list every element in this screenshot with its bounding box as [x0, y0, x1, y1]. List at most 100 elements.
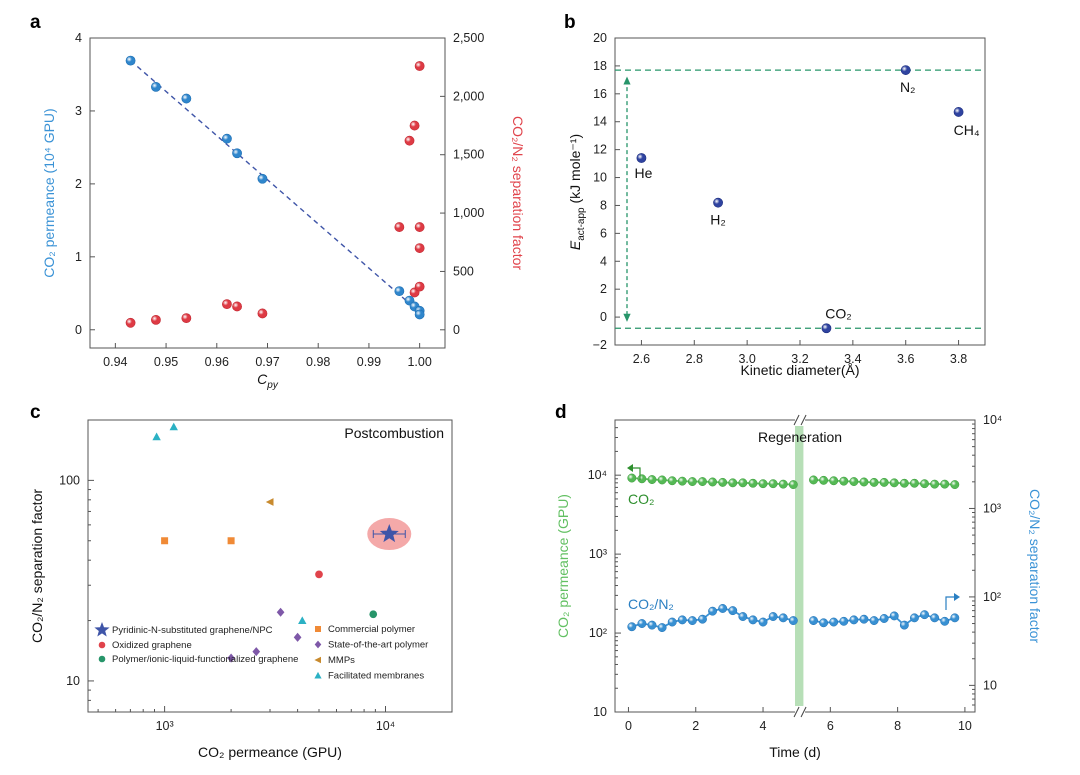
x-axis-label-main: C	[257, 371, 268, 387]
co2-permeance-point	[687, 477, 697, 487]
separation-factor-point	[869, 616, 879, 626]
separation-factor-point	[677, 615, 687, 625]
x-axis-label: Kinetic diameter(Å)	[740, 362, 859, 378]
y-right-tick-label: 1,500	[453, 148, 484, 162]
x-axis-label: Time (d)	[769, 744, 821, 760]
y-left-tick-label: 10²	[589, 626, 607, 640]
y-axis-label-sub: act-app	[576, 207, 587, 241]
y-right-tick-label: 10	[983, 678, 997, 692]
y-left-tick-label: 3	[75, 104, 82, 118]
left-axis-arrow	[632, 467, 641, 480]
separation-factor-point	[940, 616, 950, 626]
separation-factor-point	[181, 313, 192, 324]
separation-factor-point	[950, 613, 960, 623]
x-tick-label: 6	[827, 719, 834, 733]
x-tick-label: 10⁴	[376, 719, 395, 733]
gas-label: N₂	[900, 79, 916, 95]
gas-point	[900, 65, 911, 75]
co2-series-label: CO₂	[628, 491, 654, 507]
x-tick-label: 3.0	[738, 352, 755, 366]
gas-label: CH₄	[954, 122, 980, 138]
y-axis-label: Eact-app (kJ mole⁻¹)	[567, 134, 587, 250]
legend-marker	[98, 655, 106, 663]
co2-permeance-point	[849, 477, 859, 487]
separation-factor-point	[404, 135, 415, 146]
separation-factor-point	[849, 615, 859, 625]
axis-break-mark	[793, 414, 800, 426]
separation-factor-point	[257, 308, 268, 319]
data-point-triangle-left	[265, 498, 274, 506]
plot-frame	[87, 419, 453, 713]
y-left-axis-label: CO₂ permeance (10⁴ GPU)	[41, 108, 57, 277]
gas-point	[953, 107, 964, 117]
gas-point	[636, 153, 647, 163]
y-right-axis-label: CO₂/N₂ separation factor	[510, 116, 526, 270]
y-right-tick-label: 500	[453, 264, 474, 278]
x-tick-label: 0.95	[154, 355, 178, 369]
data-point-square	[227, 537, 235, 545]
panel-b-letter: b	[564, 12, 576, 33]
x-tick-label: 1.00	[407, 355, 431, 369]
y-right-tick-label: 10⁴	[983, 413, 1002, 427]
y-tick-label: −2	[593, 338, 607, 352]
fit-line	[130, 60, 421, 313]
x-tick-label: 0.98	[306, 355, 330, 369]
separation-factor-point	[909, 613, 919, 623]
panel-b: 2.6 2.8 3.0 3.2 3.4 3.6 3.8 −2 0 2 4 6 8 10 12 14 16 18 20…	[567, 31, 986, 378]
co2-permeance-point	[940, 479, 950, 489]
legend-marker	[314, 640, 322, 649]
separation-factor-point	[899, 620, 909, 630]
co2-permeance-point	[920, 479, 929, 489]
co2-permeance-point	[819, 475, 829, 485]
separation-factor-point	[728, 606, 738, 616]
separation-factor-point	[698, 614, 707, 624]
data-point-triangle	[298, 616, 307, 625]
y-tick-label: 14	[593, 115, 607, 129]
y-tick-label: 18	[593, 59, 607, 73]
separation-factor-point	[839, 616, 849, 626]
permeance-point	[257, 173, 268, 184]
separation-factor-point	[748, 615, 758, 625]
separation-factor-point	[232, 301, 242, 312]
separation-factor-point	[788, 616, 798, 626]
separation-factor-point	[647, 620, 657, 630]
separation-factor-point	[778, 613, 788, 623]
x-tick-label: 3.2	[791, 352, 808, 366]
x-axis-label: CO₂ permeance (GPU)	[198, 744, 342, 760]
separation-factor-point	[627, 622, 637, 632]
legend-label: Facilitated membranes	[328, 671, 424, 682]
co2-permeance-point	[637, 474, 647, 484]
data-point-diamond	[252, 647, 261, 657]
x-tick-label: 2.6	[633, 352, 650, 366]
data-point-star	[379, 524, 399, 543]
permeance-point	[151, 81, 161, 92]
x-tick-label: 3.4	[844, 352, 861, 366]
panel-d: 0 2 4 6 8 10 10 10² 10³ 10⁴ 10 10² 10³ 10⁴ Regeneratio…	[555, 413, 1043, 760]
y-tick-label: 6	[600, 226, 607, 240]
y-tick-label: 2	[600, 282, 607, 296]
permeance-point	[181, 93, 192, 104]
separation-factor-point	[920, 610, 929, 620]
legend-label: MMPs	[328, 655, 355, 666]
separation-factor-point	[687, 616, 697, 626]
legend-label: State-of-the-art polymer	[328, 640, 428, 651]
co2-permeance-point	[748, 478, 758, 488]
y-tick-label: 20	[593, 31, 607, 45]
regeneration-band	[795, 421, 804, 711]
separation-factor-point	[222, 299, 232, 310]
y-left-tick-label: 10	[593, 705, 607, 719]
y-right-tick-label: 2,500	[453, 31, 484, 45]
y-left-tick-label: 4	[75, 31, 82, 45]
co2-permeance-point	[839, 476, 849, 486]
legend-label: Pyridinic-N-substituted graphene/NPC	[112, 625, 273, 636]
y-left-tick-label: 10⁴	[588, 468, 607, 482]
y-right-tick-label: 10²	[983, 590, 1001, 604]
y-tick-label: 12	[593, 143, 607, 157]
co2-permeance-point	[778, 479, 788, 489]
left-axis-arrowhead	[627, 464, 633, 472]
data-point-circle	[315, 570, 323, 579]
y-left-tick-label: 2	[75, 177, 82, 191]
x-tick-label: 2	[692, 719, 699, 733]
legend-marker	[94, 622, 110, 637]
gas-label: H₂	[710, 212, 726, 228]
